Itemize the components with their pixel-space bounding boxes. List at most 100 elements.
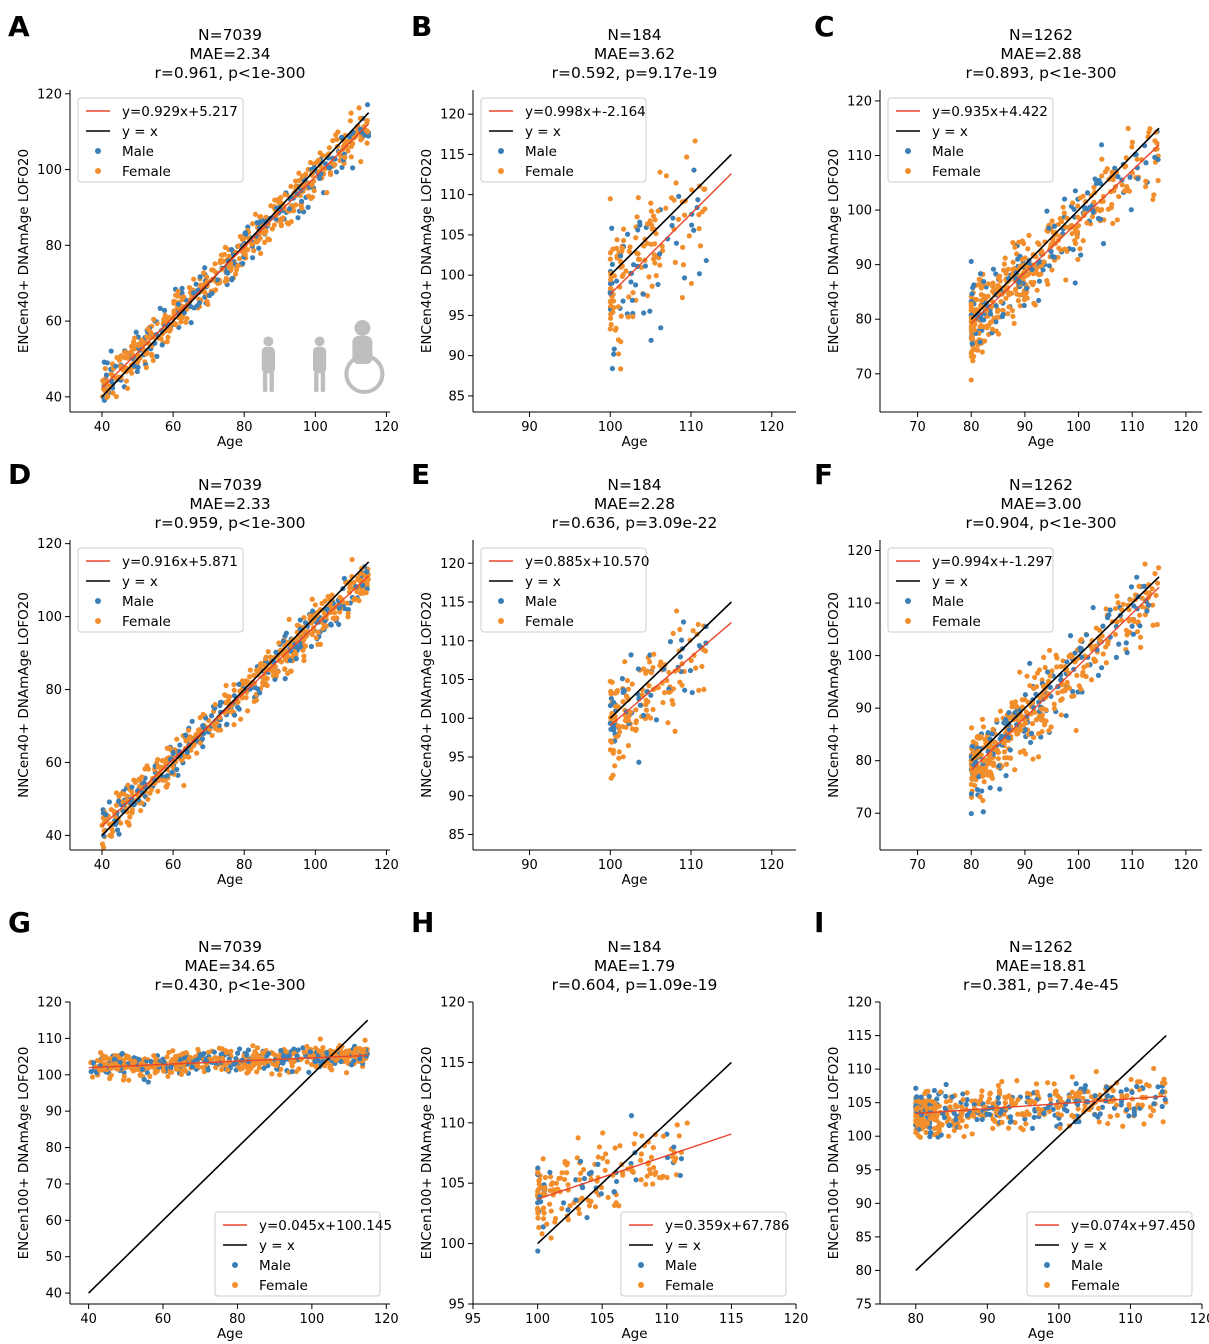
female-point (154, 1065, 160, 1072)
female-point (131, 364, 137, 370)
chart-title-line: MAE=34.65 (184, 957, 275, 975)
female-point (913, 1110, 919, 1116)
female-point (173, 1058, 180, 1065)
female-point (1004, 279, 1010, 285)
y-tick-label: 100 (847, 204, 872, 219)
male-point (927, 1124, 933, 1130)
female-point (131, 1059, 138, 1065)
female-point (679, 199, 685, 205)
male-point (1012, 713, 1018, 719)
female-point (1023, 1121, 1029, 1127)
female-point (640, 291, 646, 297)
male-point (292, 640, 298, 647)
y-tick-label: 80 (855, 313, 872, 328)
male-point (608, 726, 614, 732)
female-point (121, 1062, 127, 1069)
female-point (688, 657, 694, 664)
female-point (127, 802, 133, 808)
female-point (1019, 704, 1025, 710)
female-point (230, 701, 236, 707)
female-point (140, 339, 146, 346)
female-point (1029, 702, 1035, 708)
male-point (144, 327, 150, 334)
female-point (1003, 295, 1009, 302)
female-point (1010, 1101, 1016, 1108)
female-point (327, 1049, 333, 1055)
female-point (595, 1175, 601, 1181)
female-point (917, 1099, 923, 1105)
male-point (974, 315, 980, 321)
female-point (618, 264, 624, 270)
female-point (968, 794, 975, 800)
female-point (681, 668, 687, 675)
female-point (225, 699, 231, 705)
female-point (109, 826, 115, 832)
female-point (1001, 261, 1008, 267)
y-tick-label: 95 (448, 1298, 465, 1313)
female-point (271, 655, 277, 661)
female-point (659, 243, 665, 249)
female-point (682, 198, 688, 204)
female-point (538, 1193, 544, 1199)
female-point (927, 1110, 934, 1116)
female-point (185, 737, 191, 743)
male-point (1109, 1095, 1115, 1101)
female-point (692, 138, 698, 144)
male-point (964, 1112, 970, 1118)
male-point (969, 743, 975, 750)
chart-title-line: r=0.381, p=7.4e-45 (963, 976, 1119, 994)
female-point (633, 727, 639, 733)
female-point (1001, 1111, 1007, 1117)
female-point (919, 1109, 926, 1115)
male-point (640, 291, 646, 297)
female-point (1132, 592, 1139, 598)
female-point (1162, 1080, 1168, 1087)
female-point (310, 1055, 316, 1061)
male-point (978, 316, 985, 322)
female-point (250, 1057, 257, 1063)
female-point (273, 212, 279, 218)
female-point (1161, 1076, 1167, 1082)
female-point (363, 590, 369, 596)
female-point (280, 647, 286, 654)
female-point (968, 319, 974, 325)
female-point (974, 340, 981, 346)
female-point (616, 1203, 622, 1209)
male-point (131, 1055, 137, 1061)
female-point (913, 1129, 919, 1136)
female-point (1051, 223, 1058, 229)
male-point (236, 1060, 243, 1066)
female-point (987, 740, 993, 746)
male-point (667, 639, 674, 645)
male-point (1123, 1086, 1130, 1093)
female-point (195, 1046, 201, 1052)
female-point (673, 1172, 680, 1178)
male-point (922, 1105, 928, 1111)
female-point (964, 1090, 970, 1096)
female-point (129, 348, 135, 354)
female-point (166, 314, 173, 321)
female-point (362, 573, 368, 579)
male-point (167, 324, 173, 330)
female-point (122, 797, 129, 804)
female-point (552, 1219, 558, 1225)
female-point (342, 143, 348, 150)
female-point (1023, 284, 1030, 290)
female-point (1034, 670, 1041, 676)
male-point (160, 1062, 167, 1068)
female-point (983, 303, 990, 309)
female-point (608, 775, 614, 781)
chart-title-line: r=0.636, p=3.09e-22 (552, 514, 718, 532)
person-silhouette-icon (1073, 336, 1086, 392)
female-point (228, 1053, 234, 1059)
male-point (1090, 209, 1096, 215)
person-silhouette-icon (89, 774, 102, 830)
female-point (302, 643, 309, 649)
male-point (214, 1055, 220, 1062)
female-point (258, 214, 264, 220)
wheelchair-silhouette-icon (1158, 758, 1194, 830)
female-point (309, 182, 315, 188)
female-point (239, 1065, 246, 1072)
